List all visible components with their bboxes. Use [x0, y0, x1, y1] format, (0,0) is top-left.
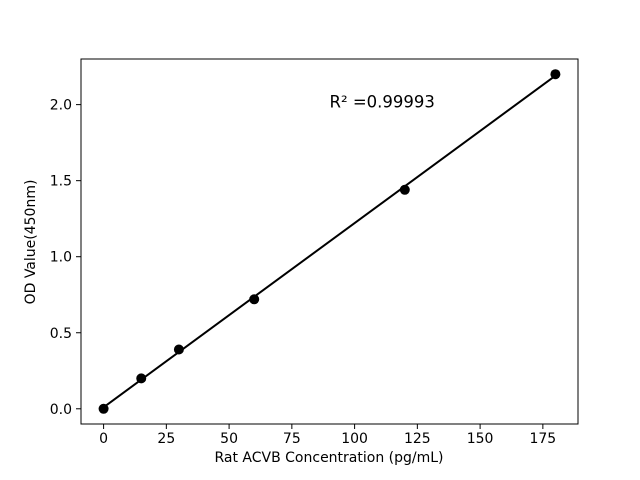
x-axis-tick-label: 100	[341, 431, 368, 447]
y-axis-tick-label: 2.0	[50, 98, 72, 114]
x-axis-tick-label: 25	[157, 431, 175, 447]
plot-frame	[80, 58, 579, 425]
y-axis-tick-label: 0.0	[50, 402, 72, 418]
y-axis-label: OD Value(450nm)	[23, 179, 39, 305]
data-point	[98, 403, 109, 414]
x-axis-tick-label: 0	[99, 431, 108, 447]
x-axis-tick-label: 175	[529, 431, 556, 447]
y-axis-tick-label: 1.0	[50, 250, 72, 266]
x-axis-tick-label: 125	[404, 431, 431, 447]
x-axis-tick-label: 50	[220, 431, 238, 447]
y-axis-tick-label: 1.5	[50, 174, 72, 190]
data-point	[136, 373, 147, 384]
data-point	[249, 294, 260, 305]
data-point	[173, 344, 184, 355]
x-axis-tick-label: 150	[467, 431, 494, 447]
x-axis-label: Rat ACVB Concentration (pg/mL)	[214, 450, 444, 466]
y-axis-tick-label: 0.5	[50, 326, 72, 342]
data-point	[399, 184, 410, 195]
x-axis-tick-label: 75	[283, 431, 301, 447]
r-squared-annotation: R² =0.99993	[329, 92, 435, 112]
data-point	[550, 69, 561, 80]
fit-line	[102, 74, 557, 409]
